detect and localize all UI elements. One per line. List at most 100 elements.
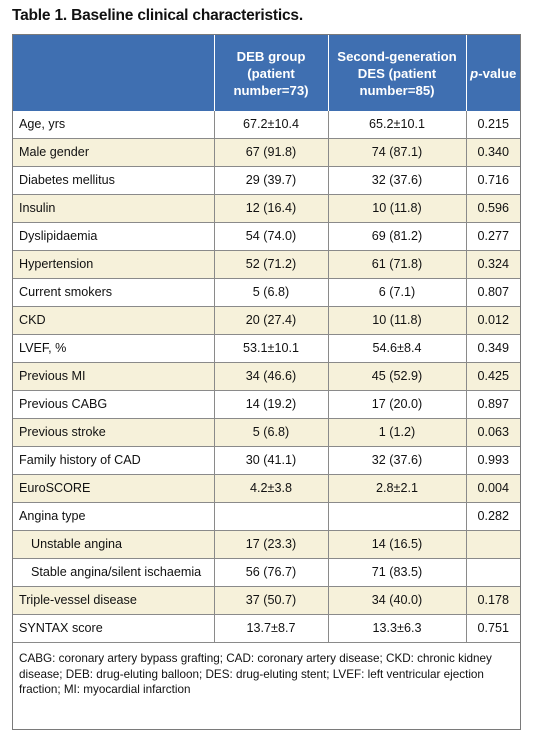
deb-value: 13.7±8.7	[214, 614, 329, 642]
des-value: 32 (37.6)	[328, 166, 467, 195]
p-value: 0.178	[466, 586, 520, 615]
header-p-italic: p	[470, 65, 479, 81]
table-row: Previous stroke 5 (6.8) 1 (1.2) 0.063	[13, 418, 520, 447]
row-label: Previous MI	[13, 362, 215, 391]
table-row: Previous CABG 14 (19.2) 17 (20.0) 0.897	[13, 390, 520, 419]
p-value: 0.277	[466, 222, 520, 251]
table-row: Diabetes mellitus 29 (39.7) 32 (37.6) 0.716	[13, 166, 520, 195]
p-value: 0.716	[466, 166, 520, 195]
p-value: 0.993	[466, 446, 520, 475]
deb-value: 5 (6.8)	[214, 278, 329, 307]
table-row: Insulin 12 (16.4) 10 (11.8) 0.596	[13, 194, 520, 223]
des-value: 17 (20.0)	[328, 390, 467, 419]
row-label: CKD	[13, 306, 215, 335]
p-value: 0.349	[466, 334, 520, 363]
deb-value: 12 (16.4)	[214, 194, 329, 223]
table-row: Family history of CAD 30 (41.1) 32 (37.6) 0…	[13, 446, 520, 475]
header-deb-group: DEB group (patient number=73)	[214, 35, 329, 111]
header-des-group: Second-generation DES (patient number=85…	[328, 35, 467, 111]
des-value: 69 (81.2)	[328, 222, 467, 251]
deb-value: 67.2±10.4	[214, 111, 329, 139]
p-value: 0.063	[466, 418, 520, 447]
des-value: 14 (16.5)	[328, 530, 467, 559]
header-p-suffix: -value	[478, 65, 517, 81]
table-frame: DEB group (patient number=73) Second-gen…	[12, 34, 521, 730]
des-value: 74 (87.1)	[328, 138, 467, 167]
row-label: EuroSCORE	[13, 474, 215, 503]
row-label: Male gender	[13, 138, 215, 167]
des-value: 71 (83.5)	[328, 558, 467, 587]
row-label: Unstable angina	[13, 530, 215, 559]
table-row: Previous MI 34 (46.6) 45 (52.9) 0.425	[13, 362, 520, 391]
row-label: Dyslipidaemia	[13, 222, 215, 251]
p-value: 0.340	[466, 138, 520, 167]
table-row: Age, yrs 67.2±10.4 65.2±10.1 0.215	[13, 111, 520, 139]
table-caption: Table 1. Baseline clinical characteristi…	[12, 7, 303, 24]
des-value: 61 (71.8)	[328, 250, 467, 279]
table-footnote: CABG: coronary artery bypass grafting; C…	[13, 642, 520, 698]
row-label: Family history of CAD	[13, 446, 215, 475]
deb-value	[214, 502, 329, 531]
deb-value: 4.2±3.8	[214, 474, 329, 503]
des-value: 6 (7.1)	[328, 278, 467, 307]
deb-value: 67 (91.8)	[214, 138, 329, 167]
table-row: Dyslipidaemia 54 (74.0) 69 (81.2) 0.277	[13, 222, 520, 251]
des-value: 1 (1.2)	[328, 418, 467, 447]
baseline-table: DEB group (patient number=73) Second-gen…	[13, 35, 520, 642]
header-variable	[13, 35, 215, 111]
deb-value: 37 (50.7)	[214, 586, 329, 615]
row-label: Current smokers	[13, 278, 215, 307]
table-row: Angina type 0.282	[13, 502, 520, 531]
header-row: DEB group (patient number=73) Second-gen…	[13, 35, 520, 111]
p-value: 0.282	[466, 502, 520, 531]
table-row: Stable angina/silent ischaemia 56 (76.7) 7…	[13, 558, 520, 587]
deb-value: 56 (76.7)	[214, 558, 329, 587]
row-label: LVEF, %	[13, 334, 215, 363]
deb-value: 29 (39.7)	[214, 166, 329, 195]
des-value: 54.6±8.4	[328, 334, 467, 363]
row-label: Stable angina/silent ischaemia	[13, 558, 215, 587]
des-value: 2.8±2.1	[328, 474, 467, 503]
p-value: 0.215	[477, 117, 509, 131]
deb-value: 17 (23.3)	[214, 530, 329, 559]
table-row: SYNTAX score 13.7±8.7 13.3±6.3 0.751	[13, 614, 520, 642]
deb-value: 54 (74.0)	[214, 222, 329, 251]
deb-value: 20 (27.4)	[214, 306, 329, 335]
des-value: 10 (11.8)	[328, 306, 467, 335]
p-value: 0.324	[466, 250, 520, 279]
des-value: 32 (37.6)	[328, 446, 467, 475]
table-row: LVEF, % 53.1±10.1 54.6±8.4 0.349	[13, 334, 520, 363]
des-value: 10 (11.8)	[328, 194, 467, 223]
des-value: 13.3±6.3	[328, 614, 467, 642]
deb-value: 34 (46.6)	[214, 362, 329, 391]
des-value	[328, 502, 467, 531]
header-p-value: p-value	[466, 35, 520, 111]
deb-value: 52 (71.2)	[214, 250, 329, 279]
p-value: 0.596	[466, 194, 520, 223]
table-row: CKD 20 (27.4) 10 (11.8) 0.012	[13, 306, 520, 335]
des-value: 65.2±10.1	[328, 111, 467, 139]
table-row: Male gender 67 (91.8) 74 (87.1) 0.340	[13, 138, 520, 167]
p-value: 0.897	[466, 390, 520, 419]
row-label: Previous stroke	[13, 418, 215, 447]
row-label: Diabetes mellitus	[13, 166, 215, 195]
p-value: 0.751	[466, 614, 520, 642]
p-value: 0.807	[466, 278, 520, 307]
deb-value: 14 (19.2)	[214, 390, 329, 419]
table-row: Unstable angina 17 (23.3) 14 (16.5)	[13, 530, 520, 559]
row-label: Hypertension	[13, 250, 215, 279]
deb-value: 5 (6.8)	[214, 418, 329, 447]
row-label: Triple-vessel disease	[13, 586, 215, 615]
p-value	[466, 530, 520, 559]
row-label: SYNTAX score	[13, 614, 215, 642]
p-value: 0.012	[466, 306, 520, 335]
table-row: Hypertension 52 (71.2) 61 (71.8) 0.324	[13, 250, 520, 279]
row-label: Insulin	[13, 194, 215, 223]
p-value: 0.004	[466, 474, 520, 503]
des-value: 45 (52.9)	[328, 362, 467, 391]
table-row: EuroSCORE 4.2±3.8 2.8±2.1 0.004	[13, 474, 520, 503]
deb-value: 53.1±10.1	[214, 334, 329, 363]
deb-value: 30 (41.1)	[214, 446, 329, 475]
des-value: 34 (40.0)	[328, 586, 467, 615]
p-value: 0.425	[466, 362, 520, 391]
